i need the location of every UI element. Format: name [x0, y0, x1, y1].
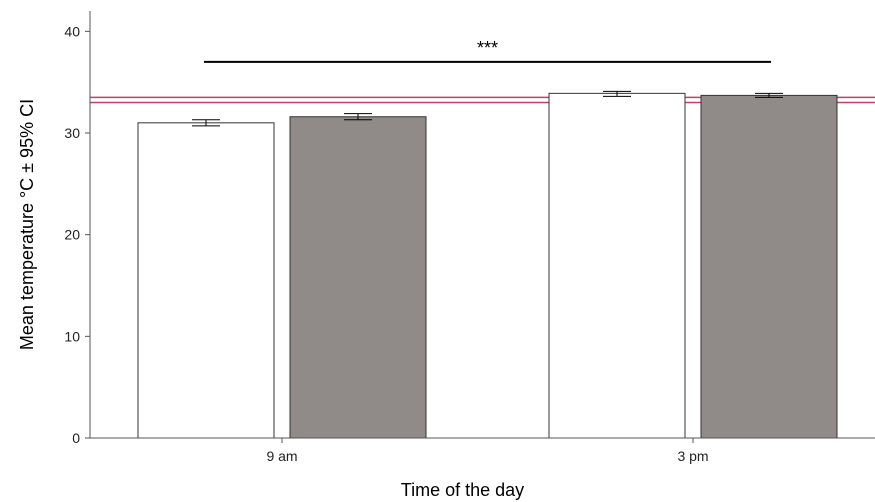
bar — [289, 116, 427, 439]
x-tick-label: 9 am — [266, 448, 297, 464]
bar — [137, 122, 275, 439]
error-bars — [192, 90, 783, 127]
x-tick-label: 3 pm — [677, 448, 708, 464]
x-ticks: 9 am 3 pm — [266, 438, 709, 464]
bars — [137, 92, 838, 439]
y-ticks: 0 10 20 30 40 — [64, 23, 90, 446]
y-tick-label: 30 — [64, 125, 80, 141]
y-axis-title: Mean temperature °C ± 95% CI — [17, 99, 37, 350]
bar — [700, 94, 838, 439]
y-tick-label: 10 — [64, 328, 80, 344]
significance-label: *** — [477, 38, 498, 58]
y-tick-label: 0 — [72, 430, 80, 446]
y-tick-label: 20 — [64, 227, 80, 243]
y-tick-label: 40 — [64, 23, 80, 39]
x-axis-title: Time of the day — [401, 480, 524, 500]
axes — [89, 11, 875, 439]
significance-annotation: *** — [204, 38, 771, 63]
bar — [548, 92, 686, 439]
